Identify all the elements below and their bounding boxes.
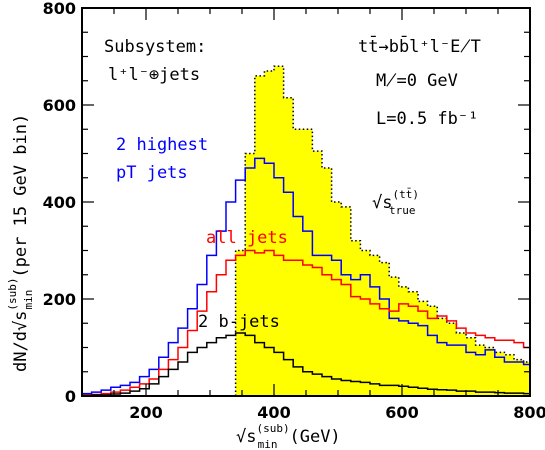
x-tick-label: 600 [385,403,418,422]
label-black: 2 b-jets [198,312,280,332]
y-tick-label: 400 [43,193,76,212]
label-true-base: √s [372,193,392,213]
histogram-layer [82,65,530,396]
annot-mass: M̸=0 GeV [376,71,458,91]
label-blue-line2: pT jets [116,163,188,183]
y-tick-label: 600 [43,96,76,115]
annot-subsystem-value: l⁺l⁻⊕jets [108,65,200,85]
x-axis-title: √s(sub) min (GeV) [236,422,341,450]
label-red: all jets [206,228,288,248]
x-axis-title-base: √s [236,427,256,447]
x-tick-label: 400 [257,403,290,422]
tick-layer: 200 400 600 800 0 200 400 600 800 [43,0,545,422]
label-true-sup: (tt̄) [392,188,419,201]
x-tick-label: 800 [513,403,545,422]
y-axis-title-sub: min [22,290,35,310]
x-axis-title-unit: (GeV) [289,427,340,447]
annot-lumi: L=0.5 fb⁻¹ [376,109,478,129]
x-axis-title-sub: min [258,438,278,450]
series-3-path [82,332,530,396]
y-axis-title-base: dN/d√s [11,311,31,372]
y-tick-label: 0 [65,387,76,406]
y-axis-title-sup: (sub) [6,277,19,310]
label-blue-line1: 2 highest [116,135,208,155]
annot-process: tt̄→bb̄l⁺l⁻E̸T [358,34,481,57]
y-tick-label: 800 [43,0,76,18]
label-true: √s(tt̄) true [372,188,419,217]
y-axis-title-unit: (per 15 GeV bin) [11,114,31,278]
annot-subsystem-title: Subsystem: [104,37,206,57]
series-1-path [82,157,530,395]
x-tick-label: 200 [129,403,162,422]
label-true-sub: true [389,204,416,217]
y-axis-title: dN/d√s(sub) min (per 15 GeV bin) [6,114,35,372]
series-0-path [234,65,530,396]
y-tick-label: 200 [43,290,76,309]
x-axis-title-sup: (sub) [256,422,289,435]
series-2-path [82,249,530,396]
